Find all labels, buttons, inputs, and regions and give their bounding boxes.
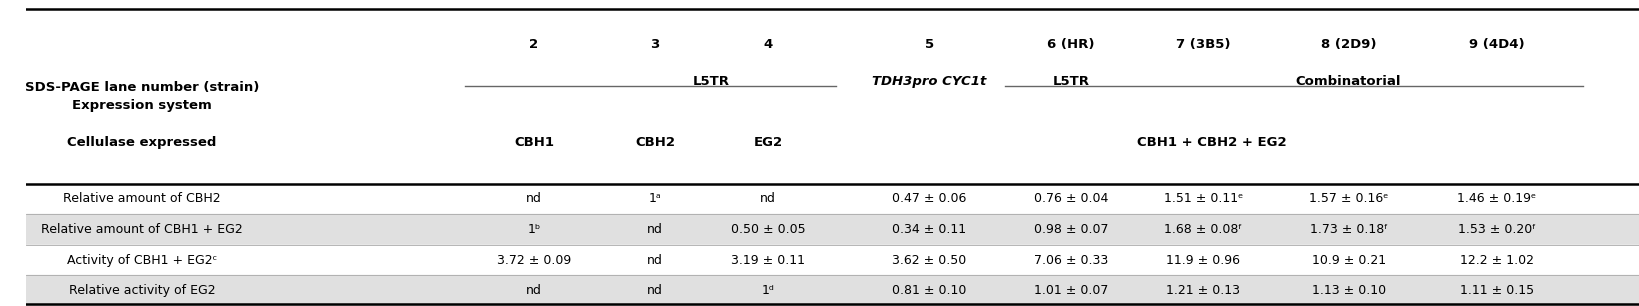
Text: 1.01 ± 0.07: 1.01 ± 0.07	[1034, 284, 1108, 297]
Text: 4: 4	[764, 38, 772, 51]
Bar	[26, 214, 1639, 245]
Text: 8 (2D9): 8 (2D9)	[1321, 38, 1377, 51]
Text: 1.57 ± 0.16ᵉ: 1.57 ± 0.16ᵉ	[1310, 192, 1388, 205]
Text: 1ᵈ: 1ᵈ	[762, 284, 774, 297]
Text: CBH1: CBH1	[515, 136, 554, 149]
Text: nd: nd	[647, 223, 662, 236]
Text: 3.72 ± 0.09: 3.72 ± 0.09	[497, 254, 570, 267]
Text: 1.53 ± 0.20ᶠ: 1.53 ± 0.20ᶠ	[1459, 223, 1536, 236]
Bar	[26, 184, 1639, 214]
Bar	[26, 9, 1639, 184]
Text: nd: nd	[760, 192, 775, 205]
Text: 0.76 ± 0.04: 0.76 ± 0.04	[1034, 192, 1108, 205]
Text: 1.73 ± 0.18ᶠ: 1.73 ± 0.18ᶠ	[1310, 223, 1388, 236]
Text: CBH1 + CBH2 + EG2: CBH1 + CBH2 + EG2	[1137, 136, 1287, 149]
Text: 11.9 ± 0.96: 11.9 ± 0.96	[1167, 254, 1241, 267]
Text: 0.81 ± 0.10: 0.81 ± 0.10	[892, 284, 967, 297]
Text: 1.51 ± 0.11ᵉ: 1.51 ± 0.11ᵉ	[1164, 192, 1242, 205]
Text: 1.21 ± 0.13: 1.21 ± 0.13	[1167, 284, 1241, 297]
Text: EG2: EG2	[754, 136, 782, 149]
Text: Relative amount of CBH2: Relative amount of CBH2	[62, 192, 221, 205]
Text: TDH3pro CYC1t: TDH3pro CYC1t	[872, 75, 987, 88]
Text: 12.2 ± 1.02: 12.2 ± 1.02	[1460, 254, 1534, 267]
Text: 6 (HR): 6 (HR)	[1047, 38, 1095, 51]
Text: Activity of CBH1 + EG2ᶜ: Activity of CBH1 + EG2ᶜ	[67, 254, 216, 267]
Text: L5TR: L5TR	[1052, 75, 1090, 88]
Text: Combinatorial: Combinatorial	[1296, 75, 1401, 88]
Text: 10.9 ± 0.21: 10.9 ± 0.21	[1311, 254, 1385, 267]
Text: 3.19 ± 0.11: 3.19 ± 0.11	[731, 254, 805, 267]
Text: 1.68 ± 0.08ᶠ: 1.68 ± 0.08ᶠ	[1164, 223, 1242, 236]
Text: 3.62 ± 0.50: 3.62 ± 0.50	[892, 254, 967, 267]
Text: 5: 5	[924, 38, 934, 51]
Text: nd: nd	[526, 192, 543, 205]
Text: nd: nd	[647, 284, 662, 297]
Text: nd: nd	[526, 284, 543, 297]
Text: 1.46 ± 0.19ᵉ: 1.46 ± 0.19ᵉ	[1457, 192, 1537, 205]
Text: 0.50 ± 0.05: 0.50 ± 0.05	[731, 223, 805, 236]
Text: 1.11 ± 0.15: 1.11 ± 0.15	[1460, 284, 1534, 297]
Text: 7.06 ± 0.33: 7.06 ± 0.33	[1034, 254, 1108, 267]
Text: nd: nd	[647, 254, 662, 267]
Bar	[26, 245, 1639, 275]
Text: 0.34 ± 0.11: 0.34 ± 0.11	[892, 223, 967, 236]
Bar	[26, 275, 1639, 306]
Text: 3: 3	[651, 38, 659, 51]
Text: 9 (4D4): 9 (4D4)	[1469, 38, 1524, 51]
Text: 7 (3B5): 7 (3B5)	[1177, 38, 1231, 51]
Text: 1ᵃ: 1ᵃ	[649, 192, 661, 205]
Text: Relative amount of CBH1 + EG2: Relative amount of CBH1 + EG2	[41, 223, 243, 236]
Text: 1ᵇ: 1ᵇ	[528, 223, 541, 236]
Text: 1.13 ± 0.10: 1.13 ± 0.10	[1311, 284, 1385, 297]
Text: 0.98 ± 0.07: 0.98 ± 0.07	[1034, 223, 1108, 236]
Text: Relative activity of EG2: Relative activity of EG2	[69, 284, 215, 297]
Text: Cellulase expressed: Cellulase expressed	[67, 136, 216, 149]
Text: CBH2: CBH2	[634, 136, 675, 149]
Text: L5TR: L5TR	[693, 75, 729, 88]
Text: SDS-PAGE lane number (strain)
Expression system: SDS-PAGE lane number (strain) Expression…	[25, 81, 259, 112]
Text: 2: 2	[529, 38, 539, 51]
Text: 0.47 ± 0.06: 0.47 ± 0.06	[892, 192, 967, 205]
